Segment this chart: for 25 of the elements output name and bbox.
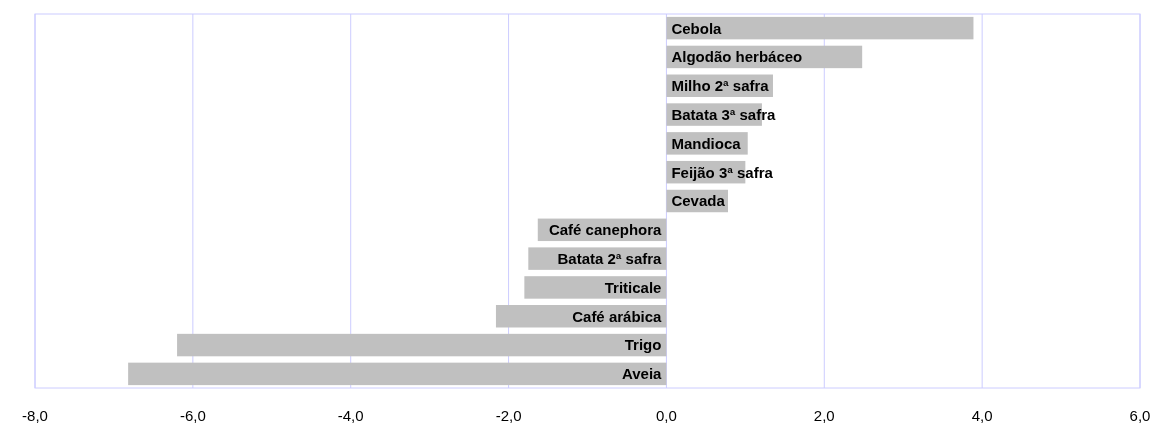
x-tick-label: 0,0 [656,407,677,424]
bar [666,16,974,40]
y-tick-label: Cevada [671,192,726,210]
y-tick-label: Feijão 3ª safra [671,163,774,181]
x-tick-label: 6,0 [1129,407,1151,424]
x-tick-label: -8,0 [22,407,48,424]
y-tick-label: Batata 3ª safra [671,105,777,123]
bar [128,362,667,386]
y-tick-label: Aveia [621,365,663,383]
bar [177,333,667,357]
x-tick-label: -2,0 [495,407,522,424]
y-tick-label: Mandioca [671,134,742,152]
y-tick-label: Milho 2ª safra [671,77,770,95]
y-tick-label: Batata 2ª safra [557,250,663,268]
x-tick-label: 4,0 [971,407,993,424]
y-tick-label: Café canephora [548,221,663,239]
bar [524,276,667,299]
y-tick-label: Café arábica [572,307,663,325]
y-tick-label: Trigo [624,336,662,354]
x-tick-label: -4,0 [337,407,364,424]
x-tick-label: 2,0 [813,407,835,424]
y-tick-label: Algodão herbáceo [671,48,803,66]
y-tick-label: Cebola [671,19,723,37]
x-tick-label: -6,0 [179,407,206,424]
y-tick-label: Triticale [604,278,662,296]
